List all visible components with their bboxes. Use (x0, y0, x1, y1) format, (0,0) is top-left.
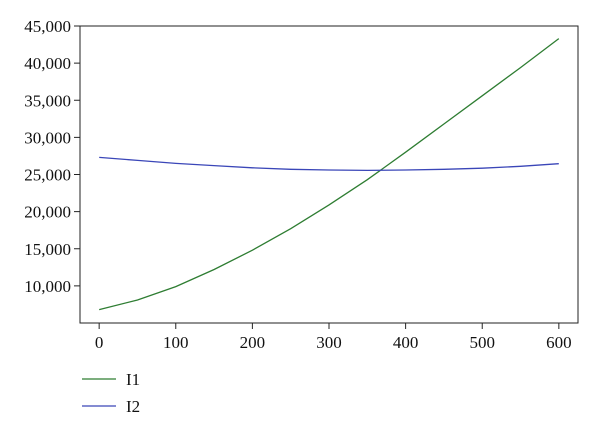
plot-frame (79, 25, 579, 324)
plot-series (99, 38, 560, 311)
x-tick-label: 500 (469, 333, 495, 352)
series-line-i2 (99, 156, 559, 172)
x-tick-label: 200 (240, 333, 266, 352)
x-tick-label: 600 (546, 333, 572, 352)
x-tick-label: 300 (316, 333, 342, 352)
y-tick-label: 45,000 (24, 17, 71, 36)
y-tick-label: 10,000 (24, 277, 71, 296)
y-tick-label: 15,000 (24, 240, 71, 259)
legend-label-i1: I1 (126, 370, 140, 389)
y-tick-label: 40,000 (24, 54, 71, 73)
y-tick-label: 20,000 (24, 203, 71, 222)
y-tick-label: 35,000 (24, 91, 71, 110)
series-line-i1 (99, 38, 560, 311)
y-axis: 10,000 15,000 20,000 25,000 30,000 35,000 40,0… (24, 17, 80, 296)
y-tick-label: 25,000 (24, 166, 71, 185)
y-tick-label: 30,000 (24, 128, 71, 147)
x-tick-label: 100 (163, 333, 189, 352)
x-axis: 0 100 200 300 400 500 600 (95, 323, 572, 352)
x-tick-label: 0 (95, 333, 104, 352)
legend-label-i2: I2 (126, 397, 140, 416)
x-tick-label: 400 (393, 333, 419, 352)
